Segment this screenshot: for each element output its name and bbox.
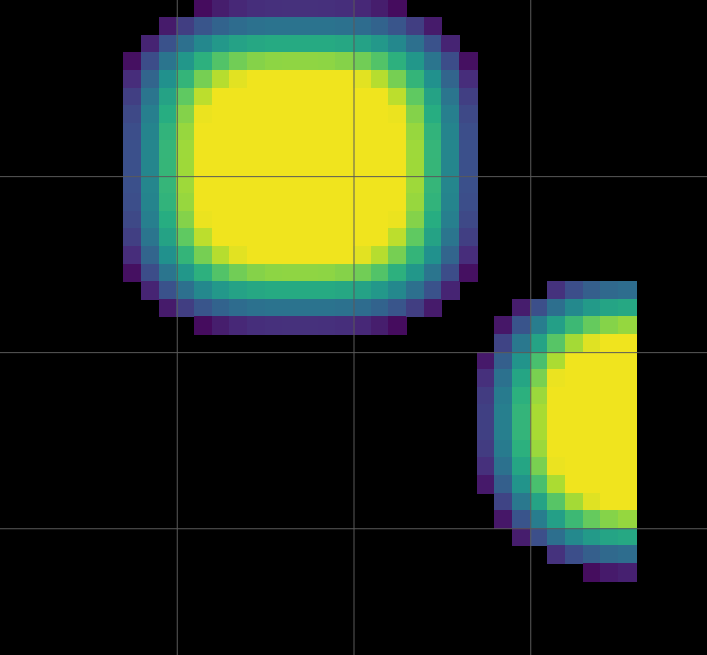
heatmap-plot-area <box>0 0 707 655</box>
grid-overlay <box>0 0 707 655</box>
